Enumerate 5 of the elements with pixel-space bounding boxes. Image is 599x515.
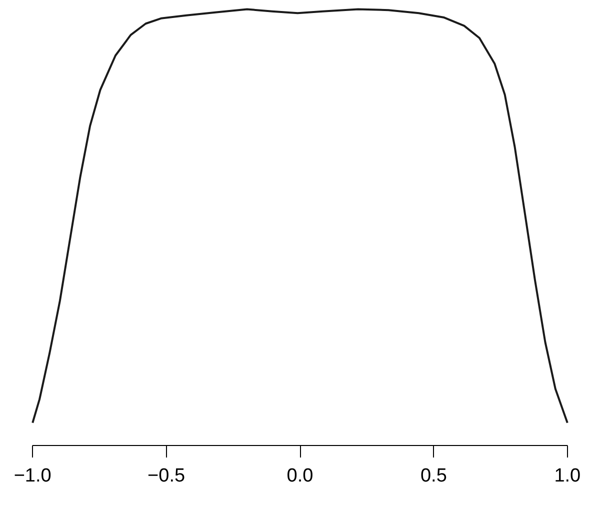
- x-tick-label: −0.5: [148, 466, 186, 486]
- x-tick-label: 0.5: [420, 466, 447, 486]
- x-tick-label: 1.0: [554, 466, 581, 486]
- x-tick-label: −1.0: [14, 466, 52, 486]
- x-tick-label: 0.0: [286, 466, 314, 486]
